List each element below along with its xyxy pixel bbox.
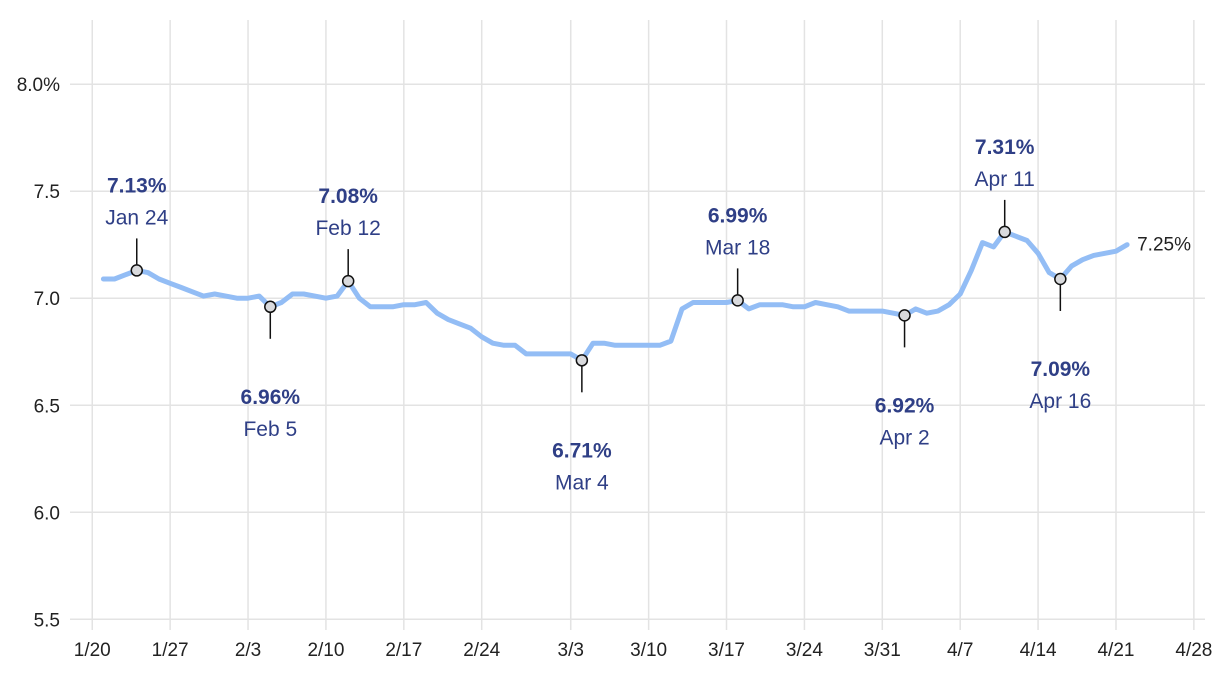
annotations: 7.13% Jan 24 6.96% Feb 5 7.08% Feb 12 6.71% Mar…: [105, 136, 1091, 494]
y-tick-label: 6.0: [34, 503, 60, 524]
annotation-value-label: 7.08%: [318, 185, 378, 208]
annotation-marker: [575, 354, 589, 367]
annotation-apr-16: 7.09% Apr 16: [1029, 272, 1091, 413]
annotation-mar-18: 6.99% Mar 18: [705, 204, 770, 307]
y-tick-label: 6.5: [34, 396, 60, 417]
y-tick-label: 7.0: [34, 289, 60, 310]
y-tick-label: 5.5: [34, 610, 60, 631]
y-tick-label: 7.5: [34, 182, 60, 203]
annotation-date-label: Mar 18: [705, 236, 770, 259]
x-tick-label: 2/3: [235, 640, 261, 661]
annotation-date-label: Feb 12: [315, 217, 380, 240]
annotation-feb-5: 6.96% Feb 5: [241, 300, 301, 441]
annotation-date-label: Jan 24: [105, 206, 168, 229]
y-axis-ticks: 5.5 6.0 6.5 7.0 7.5 8.0%: [17, 75, 60, 631]
annotation-feb-12: 7.08% Feb 12: [315, 185, 381, 288]
annotation-date-label: Mar 4: [555, 471, 609, 494]
y-tick-label: 8.0%: [17, 75, 60, 96]
annotation-marker: [731, 294, 744, 307]
annotation-value-label: 7.31%: [975, 136, 1035, 159]
annotation-value-label: 6.96%: [241, 386, 301, 409]
annotation-date-label: Apr 11: [975, 168, 1035, 191]
annotation-value-label: 6.71%: [552, 439, 612, 462]
x-tick-label: 4/7: [947, 640, 973, 661]
x-tick-label: 4/14: [1020, 640, 1057, 661]
annotation-marker: [264, 300, 277, 314]
y-gridlines: [70, 83, 1205, 621]
annotation-marker: [130, 264, 144, 277]
x-tick-label: 3/24: [786, 640, 823, 661]
x-tick-label: 3/3: [558, 640, 584, 661]
annotation-apr-2: 6.92% Apr 2: [875, 309, 935, 449]
end-value-label: 7.25%: [1137, 235, 1191, 256]
x-tick-label: 3/17: [708, 640, 745, 661]
x-tick-label: 2/10: [307, 640, 344, 661]
annotation-marker: [898, 309, 911, 322]
annotation-value-label: 7.13%: [107, 174, 167, 197]
annotation-marker: [341, 274, 355, 288]
x-tick-label: 4/28: [1175, 640, 1212, 661]
x-tick-label: 4/21: [1097, 640, 1134, 661]
annotation-value-label: 6.92%: [875, 394, 935, 417]
annotation-apr-11: 7.31% Apr 11: [975, 136, 1035, 239]
annotation-date-label: Apr 16: [1029, 390, 1091, 413]
rate-series-line: [100, 229, 1130, 363]
x-tick-label: 2/17: [385, 640, 422, 661]
annotation-marker: [998, 225, 1011, 239]
annotation-date-label: Feb 5: [243, 418, 297, 441]
annotation-mar-4: 6.71% Mar 4: [552, 354, 612, 494]
annotation-date-label: Apr 2: [879, 426, 929, 449]
x-tick-label: 1/20: [74, 640, 111, 661]
x-tick-label: 3/10: [630, 640, 667, 661]
x-axis-ticks: 1/20 1/27 2/3 2/10 2/17 2/24 3/3 3/10 3/17 3/24 3/…: [74, 640, 1213, 661]
annotation-value-label: 7.09%: [1031, 358, 1091, 381]
x-tick-label: 2/24: [463, 640, 500, 661]
x-tick-label: 3/31: [864, 640, 901, 661]
x-tick-label: 1/27: [152, 640, 189, 661]
annotation-jan-24: 7.13% Jan 24: [105, 174, 169, 277]
x-gridlines: [91, 20, 1195, 630]
annotation-value-label: 6.99%: [708, 204, 768, 227]
annotation-marker: [1054, 272, 1067, 286]
